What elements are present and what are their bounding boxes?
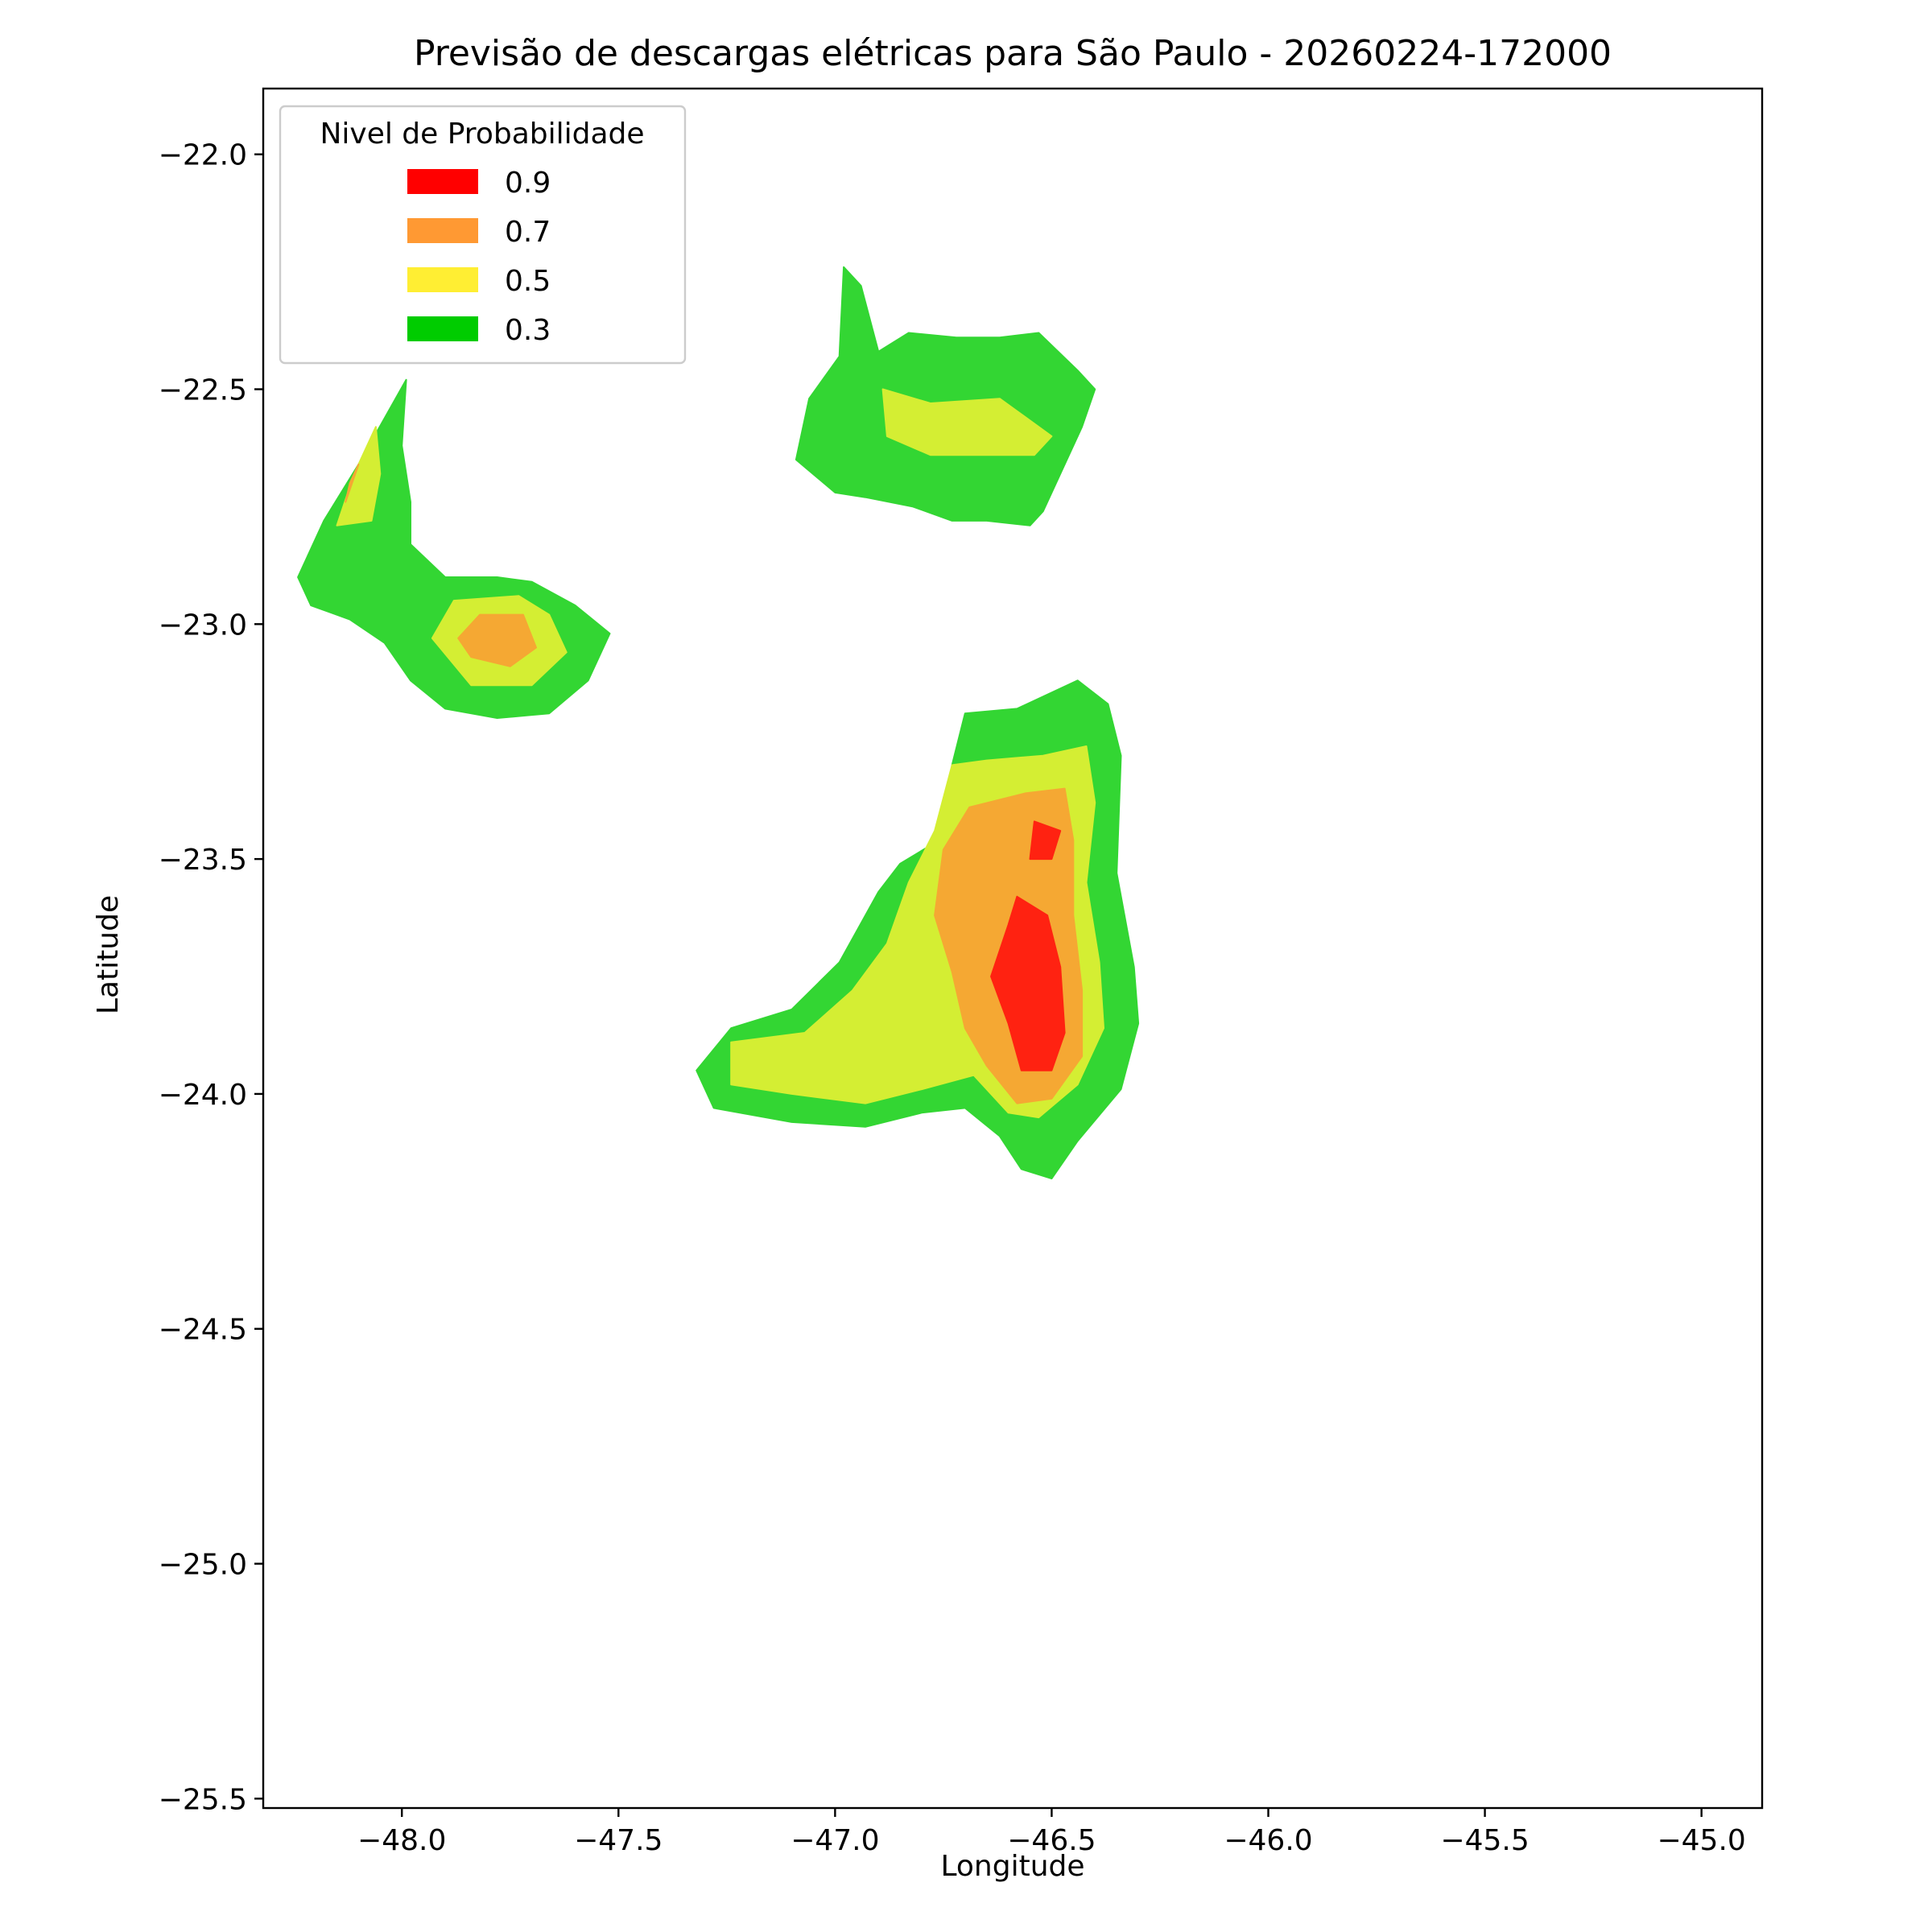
x-tick-label: −45.0 [1657, 1824, 1745, 1857]
legend-title: Nivel de Probabilidade [320, 118, 644, 151]
x-tick-label: −46.0 [1224, 1824, 1312, 1857]
region-west-level-07-0 [345, 463, 360, 503]
y-tick-label: −23.5 [159, 844, 247, 877]
legend-swatch-03 [407, 316, 478, 341]
chart-title: Previsão de descargas elétricas para São… [414, 33, 1612, 74]
y-tick-label: −23.0 [159, 609, 247, 642]
x-tick-label: −45.5 [1440, 1824, 1529, 1857]
y-axis-label: Latitude [92, 895, 125, 1014]
legend: Nivel de Probabilidade 0.9 0.7 0.5 0.3 [279, 105, 687, 365]
y-tick-label: −22.0 [159, 139, 247, 172]
x-tick-label: −46.5 [1007, 1824, 1096, 1857]
x-axis-label: Longitude [940, 1850, 1084, 1883]
legend-label-03: 0.3 [505, 314, 551, 347]
region-north-center-level-03-0 [795, 266, 1096, 526]
y-axis-ticks: −22.0 −22.5 −23.0 −23.5 −24.0 −24.5 −25.0 −25.5 [159, 139, 263, 1816]
region-west-level-07-1 [457, 613, 537, 667]
region-south-level-09-0 [1029, 820, 1062, 861]
legend-label-09: 0.9 [505, 167, 551, 200]
legend-swatch-05 [407, 267, 478, 292]
legend-swatch-07 [407, 218, 478, 243]
region-north-center-level-05-0 [881, 388, 1053, 456]
x-tick-label: −47.5 [574, 1824, 663, 1857]
y-tick-label: −25.0 [159, 1549, 247, 1582]
contour-regions [297, 266, 1140, 1179]
y-tick-label: −24.5 [159, 1314, 247, 1347]
x-axis-ticks: −48.0 −47.5 −47.0 −46.5 −46.0 −45.5 −45.0 [357, 1808, 1746, 1857]
y-tick-label: −24.0 [159, 1079, 247, 1112]
y-tick-label: −22.5 [159, 374, 247, 407]
x-tick-label: −48.0 [357, 1824, 446, 1857]
legend-label-05: 0.5 [505, 265, 551, 298]
legend-entries: 0.9 0.7 0.5 0.3 [407, 167, 551, 347]
plot-frame [262, 87, 1764, 1810]
legend-box [279, 105, 687, 365]
region-south-level-09-1 [990, 895, 1066, 1071]
y-tick-label: −25.5 [159, 1783, 247, 1816]
legend-label-07: 0.7 [505, 216, 551, 249]
legend-swatch-09 [407, 169, 478, 194]
x-tick-label: −47.0 [791, 1824, 879, 1857]
